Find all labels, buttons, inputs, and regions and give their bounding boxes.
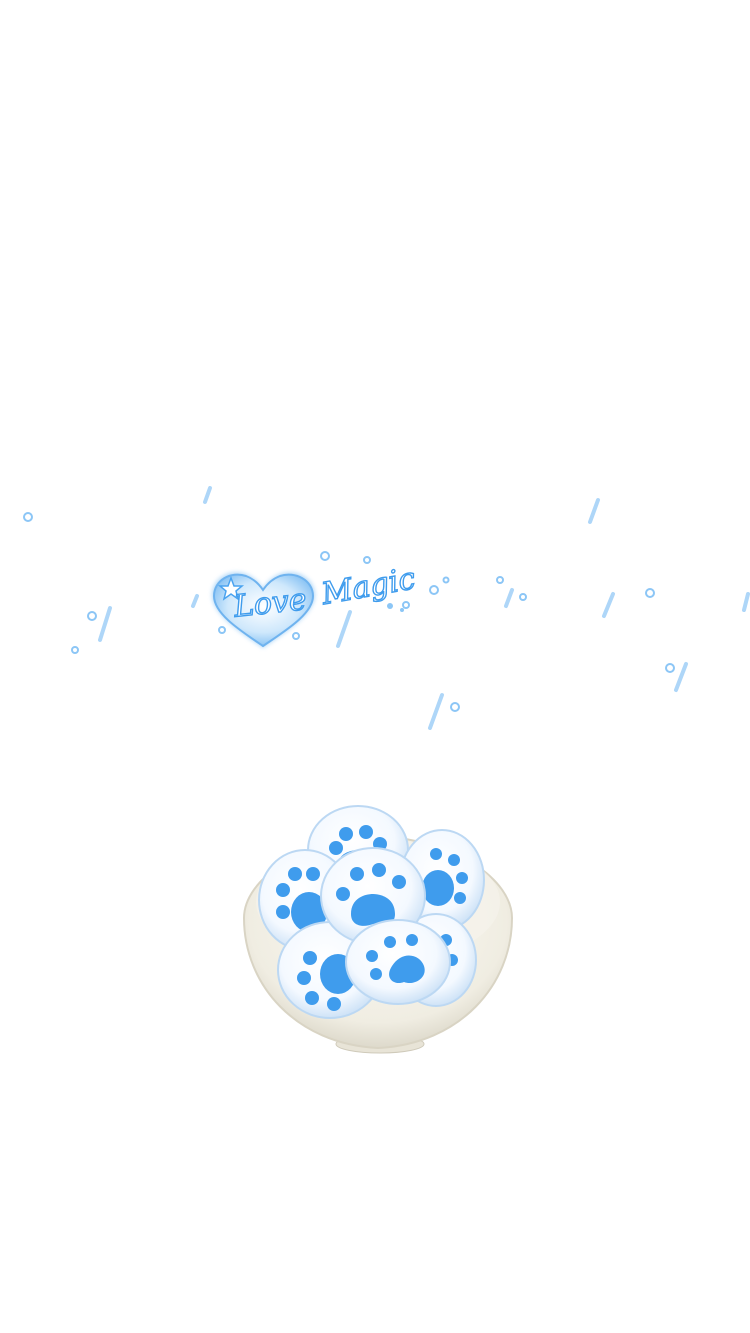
sparkle-streak [203,486,212,504]
cookie-plate [242,805,514,1054]
paw-cookie [345,919,451,1005]
sparkle-dot [665,663,675,673]
sparkle-dot [292,632,300,640]
logo-dot [387,603,393,609]
sparkle-dot [442,576,450,584]
sparkle-dot [87,611,97,621]
sparkle-dot [320,551,330,561]
sparkle-streak [588,498,600,524]
sparkle-dot [645,588,655,598]
logo-love-text: Love [231,582,308,625]
logo-dot [400,608,404,612]
sparkle-dot [429,585,439,595]
sparkle-streak [336,610,352,648]
sparkle-streaks [98,486,750,730]
paw-print-icon [336,863,406,926]
sparkle-streak [191,594,199,608]
sparkle-streak [98,606,112,642]
sparkle-dot [402,601,410,609]
sparkle-dot [71,646,79,654]
sparkle-streak [602,592,615,618]
sparkle-streak [504,588,514,608]
sparkle-dot [363,556,371,564]
sparkle-dot [450,702,460,712]
sparkle-dot [519,593,527,601]
heart-icon [212,572,315,648]
paw-print-icon [422,848,468,906]
star-icon [217,575,245,601]
paw-print-icon [366,934,425,984]
sparkle-streak [674,662,688,692]
love-magic-logo: Love Magic [212,561,419,648]
paw-print-icon [276,867,327,932]
sparkle-dots [23,512,675,712]
sparkle-dot [218,626,226,634]
sparkle-dot [23,512,33,522]
sparkle-streak [428,693,444,730]
sparkle-streak [742,592,750,612]
sparkle-dot [496,576,504,584]
